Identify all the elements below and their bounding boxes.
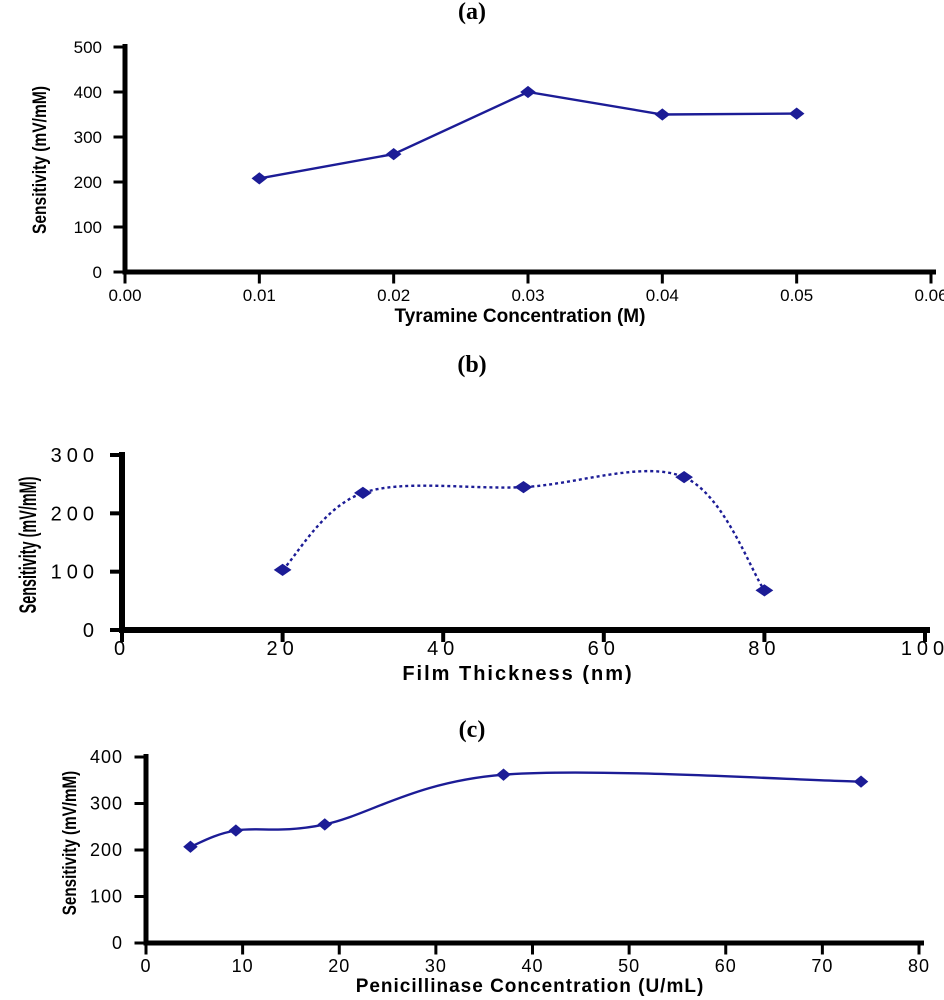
x-tick-label: 10 [232, 956, 254, 976]
y-tick-label: 100 [51, 562, 99, 584]
x-tick-label: 40 [427, 638, 459, 660]
series-line [281, 469, 766, 591]
data-point-marker [675, 471, 693, 484]
chart-a-y-axis-title: Sensitivity (mV/mM) [30, 85, 51, 235]
x-tick-label: 70 [811, 956, 833, 976]
data-point-marker [853, 775, 869, 788]
data-point-marker [755, 584, 774, 597]
x-tick-label: 80 [908, 956, 930, 976]
y-tick-label: 200 [74, 173, 102, 192]
chart-b-y-axis-title: Sensitivity (mV/mM) [15, 476, 42, 614]
x-tick-label: 100 [901, 638, 944, 660]
x-tick-label: 0 [140, 956, 151, 976]
data-point-marker [273, 563, 292, 577]
x-tick-label: 0.02 [377, 286, 410, 305]
data-point-marker [496, 768, 511, 781]
data-point-marker [228, 824, 244, 837]
data-point-marker [788, 107, 805, 120]
panel-c-label: (c) [458, 717, 486, 743]
y-tick-label: 0 [112, 933, 123, 953]
y-tick-label: 300 [90, 794, 123, 814]
x-tick-label: 0 [114, 638, 130, 660]
chart-panel-a: (a) 0.00 0.01 0.02 0.03 0.04 0.05 0.06 0 100 200 3… [0, 0, 944, 345]
x-tick-label: 0.00 [108, 286, 141, 305]
x-tick-label: 50 [618, 956, 640, 976]
y-tick-label: 100 [74, 218, 102, 237]
y-tick-label: 200 [90, 840, 123, 860]
x-tick-label: 80 [748, 638, 780, 660]
y-tick-label: 300 [51, 445, 99, 467]
chart-c-plot-area: 0 10 20 30 40 50 60 70 80 0 100 200 300 400 [90, 747, 930, 976]
x-tick-label: 0.06 [914, 286, 944, 305]
chart-c-x-axis-title: Penicillinase Concentration (U/mL) [355, 976, 705, 997]
y-tick-label: 400 [74, 83, 102, 102]
y-tick-label: 0 [93, 263, 102, 282]
chart-b-plot-area: 0 20 40 60 80 100 0 100 200 300 [51, 445, 944, 660]
chart-a-x-axis-title: Tyramine Concentration (M) [394, 306, 646, 327]
x-tick-label: 30 [425, 956, 447, 976]
y-tick-label: 200 [51, 503, 99, 525]
y-tick-label: 500 [74, 38, 102, 57]
data-point-marker [520, 85, 536, 99]
x-tick-label: 0.03 [511, 286, 544, 305]
chart-panel-c: (c) 0 10 20 30 40 50 60 70 80 0 100 200 300 400 Sensi… [0, 710, 944, 1000]
x-tick-label: 20 [328, 956, 350, 976]
series-line [259, 90, 797, 180]
panel-a-label: (a) [458, 0, 486, 25]
data-point-marker [654, 108, 671, 121]
data-point-marker [385, 147, 402, 161]
chart-c-y-axis-title: Sensitivity (mV/mM) [60, 770, 81, 916]
data-point-marker [317, 818, 333, 831]
y-tick-label: 300 [74, 128, 102, 147]
chart-panel-b: (b) 0 20 40 60 80 100 0 100 200 300 Sensitivity (… [0, 345, 944, 710]
y-tick-label: 0 [83, 620, 99, 642]
series-line [190, 771, 862, 848]
x-tick-label: 0.05 [780, 286, 813, 305]
y-tick-label: 100 [90, 887, 123, 907]
chart-a-plot-area: 0.00 0.01 0.02 0.03 0.04 0.05 0.06 0 100 200 300 40… [74, 38, 944, 305]
x-tick-label: 60 [715, 956, 737, 976]
panel-b-label: (b) [457, 352, 487, 378]
data-point-marker [251, 172, 268, 185]
x-tick-label: 60 [588, 638, 620, 660]
x-tick-label: 0.01 [243, 286, 276, 305]
data-point-marker [354, 486, 372, 500]
data-point-marker [183, 840, 198, 853]
x-tick-label: 0.04 [646, 286, 679, 305]
y-tick-label: 400 [90, 747, 123, 767]
data-point-marker [514, 480, 533, 494]
x-tick-label: 20 [266, 638, 298, 660]
chart-b-x-axis-title: Film Thickness (nm) [402, 663, 634, 685]
x-tick-label: 40 [521, 956, 543, 976]
